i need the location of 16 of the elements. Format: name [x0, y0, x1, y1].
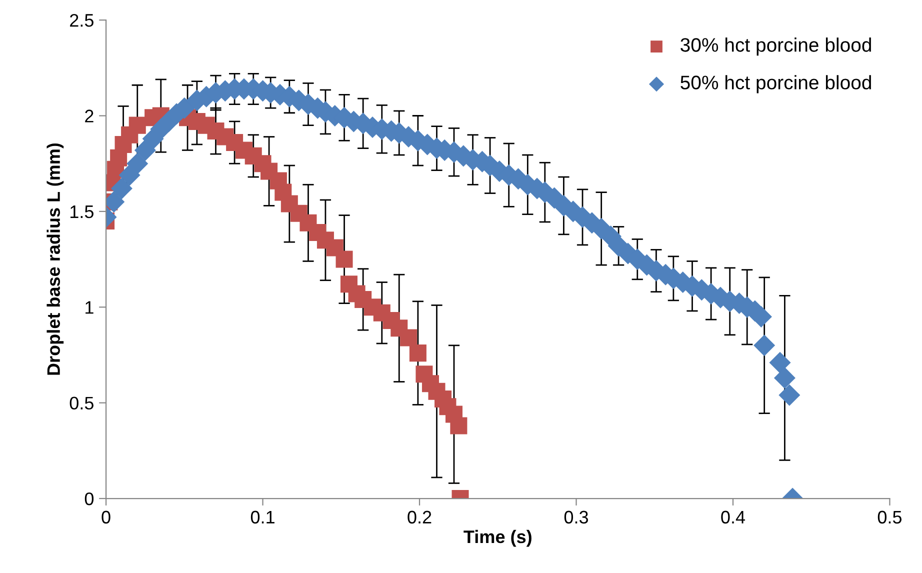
- y-tick-label: 0: [84, 492, 94, 506]
- x-tick-label: 0.3: [564, 510, 588, 524]
- x-tick-label: 0.4: [721, 510, 746, 524]
- y-tick-label: 2.5: [70, 14, 94, 27]
- x-tick-label: 0.1: [250, 510, 274, 524]
- x-tick-label: 0: [102, 510, 110, 524]
- y-tick-label: 0.5: [70, 396, 94, 410]
- x-tick-label: 0.5: [878, 510, 902, 524]
- x-tick-label: 0.2: [408, 510, 432, 524]
- x-axis-title: Time (s): [464, 530, 532, 547]
- legend-label: 30% hct porcine blood: [680, 38, 871, 56]
- y-tick-label: 1: [86, 301, 94, 314]
- legend-label: 50% hct porcine blood: [680, 75, 871, 94]
- y-axis-title: Droplet base radius L (mm): [46, 143, 64, 375]
- y-tick-label: 2: [85, 110, 94, 122]
- y-tick-label: 1.5: [70, 206, 94, 218]
